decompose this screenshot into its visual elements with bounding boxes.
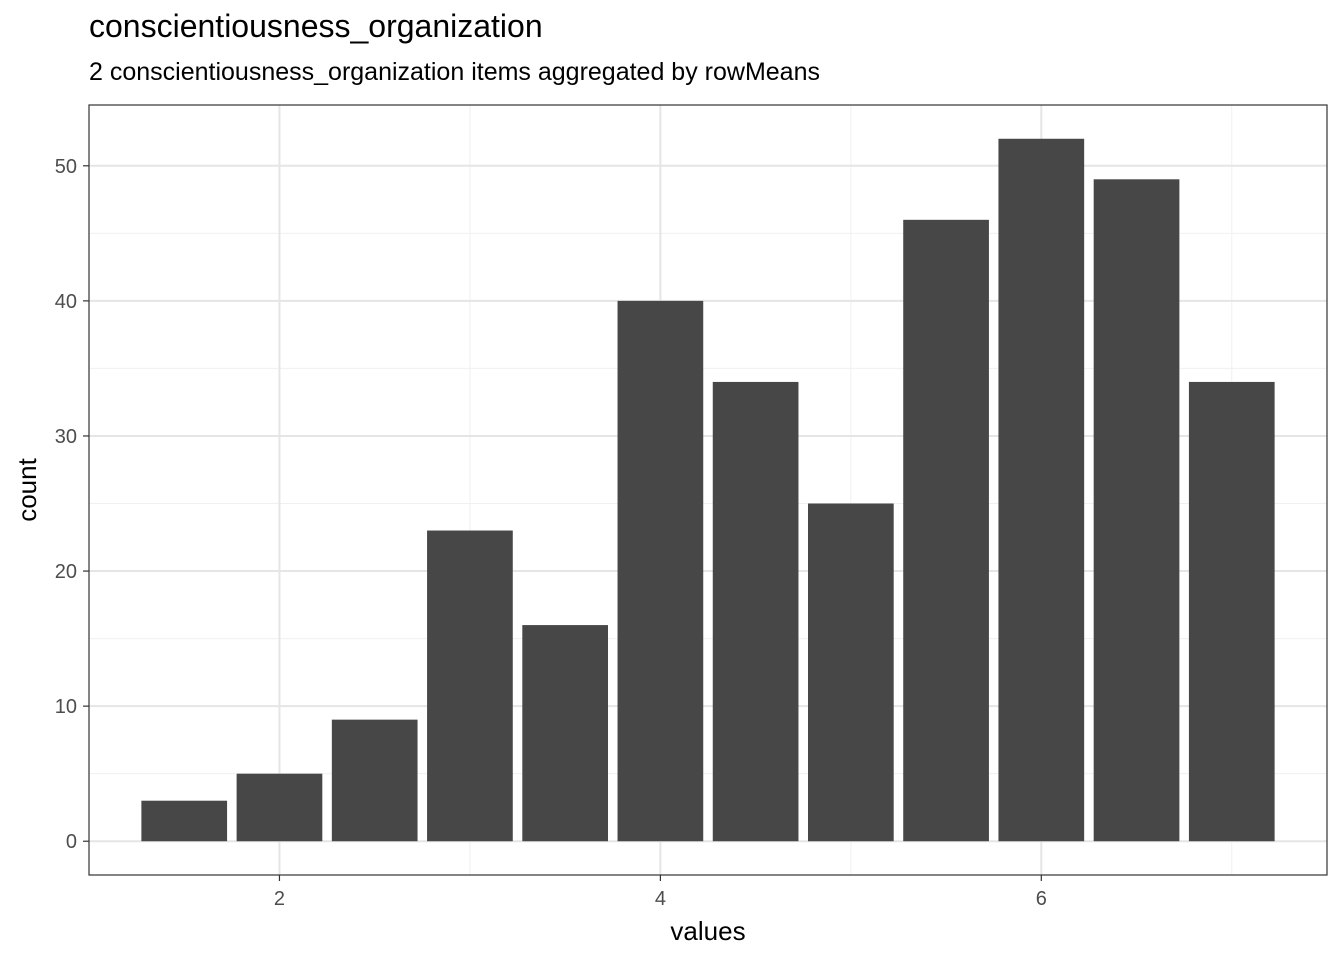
bar — [1188, 381, 1275, 842]
x-axis: 2 4 6 — [274, 875, 1047, 910]
bar — [903, 219, 989, 842]
panel-border — [88, 104, 1328, 876]
y-axis-title: count — [12, 457, 42, 521]
y-tick-label: 0 — [66, 831, 77, 853]
y-tick-label: 20 — [55, 561, 77, 583]
y-tick-label: 40 — [55, 291, 77, 313]
bar — [522, 625, 609, 842]
bar — [331, 719, 418, 842]
x-tick-label: 2 — [274, 888, 285, 910]
chart-subtitle: 2 conscientiousness_organization items a… — [89, 58, 820, 86]
y-tick-label: 30 — [55, 426, 77, 448]
x-tick-label: 4 — [655, 888, 666, 910]
bar — [712, 381, 799, 842]
y-tick-label: 50 — [55, 156, 77, 178]
bar — [998, 138, 1085, 842]
bar — [617, 300, 704, 842]
x-tick-label: 6 — [1036, 888, 1047, 910]
bar — [427, 530, 513, 842]
x-axis-title: values — [670, 916, 745, 946]
bar — [807, 503, 894, 842]
bar — [141, 800, 228, 842]
bar — [1093, 179, 1180, 842]
y-tick-label: 10 — [55, 696, 77, 718]
chart-title: conscientiousness_organization — [89, 8, 543, 44]
y-axis: 0 10 20 30 40 50 — [55, 156, 89, 853]
bars — [141, 138, 1275, 842]
bar — [236, 773, 323, 842]
